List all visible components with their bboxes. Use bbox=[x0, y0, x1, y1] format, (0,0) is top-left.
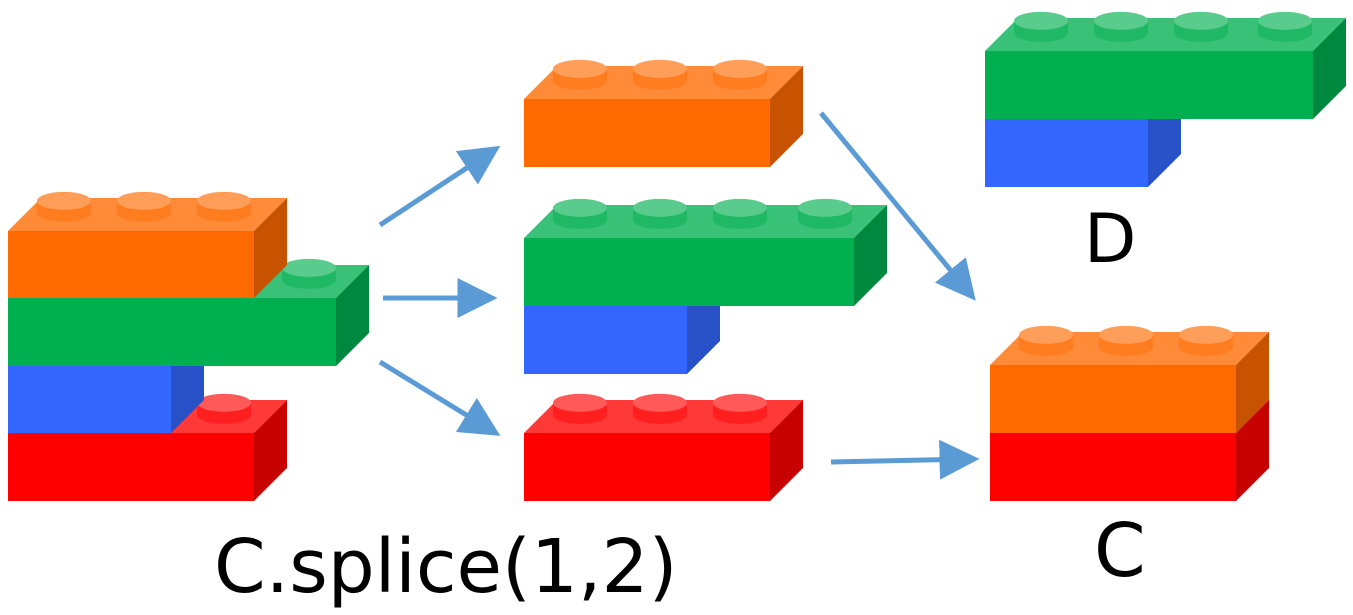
d-green-brick bbox=[985, 11, 1346, 119]
brick-stud bbox=[713, 393, 767, 424]
brick-stud bbox=[1094, 11, 1148, 42]
brick-stud bbox=[713, 59, 767, 90]
brick-stud bbox=[37, 191, 91, 222]
brick-stud bbox=[553, 393, 607, 424]
piece-red-brick bbox=[524, 393, 803, 501]
result-label-c: C bbox=[1094, 508, 1146, 594]
brick-stud bbox=[1014, 11, 1068, 42]
piece-green-brick bbox=[524, 198, 887, 306]
brick-stud bbox=[1099, 325, 1153, 356]
brick-stud bbox=[633, 198, 687, 229]
result-label-d: D bbox=[1084, 200, 1137, 279]
brick-stud bbox=[117, 191, 171, 222]
arrow-to-orange-piece bbox=[378, 145, 501, 228]
brick-stud bbox=[1019, 325, 1073, 356]
brick-stud bbox=[553, 198, 607, 229]
brick-stud bbox=[633, 393, 687, 424]
splice-caption: C.splice(1,2) bbox=[214, 524, 678, 610]
arrow-orange-to-c bbox=[819, 111, 976, 301]
piece-orange-brick bbox=[524, 59, 803, 167]
brick-stud bbox=[1174, 11, 1228, 42]
brick-stud bbox=[197, 191, 251, 222]
brick-stud bbox=[633, 59, 687, 90]
brick-stud bbox=[798, 198, 852, 229]
arrow-to-red-piece bbox=[378, 359, 501, 436]
brick-stud bbox=[197, 393, 251, 424]
c-orange-brick bbox=[990, 325, 1269, 433]
brick-stud bbox=[1258, 11, 1312, 42]
brick-stud bbox=[1179, 325, 1233, 356]
brick-stud bbox=[713, 198, 767, 229]
arrow-red-to-c bbox=[830, 439, 980, 480]
brick-stud bbox=[553, 59, 607, 90]
brick-stud bbox=[282, 258, 336, 289]
stack-orange-brick bbox=[8, 191, 287, 298]
